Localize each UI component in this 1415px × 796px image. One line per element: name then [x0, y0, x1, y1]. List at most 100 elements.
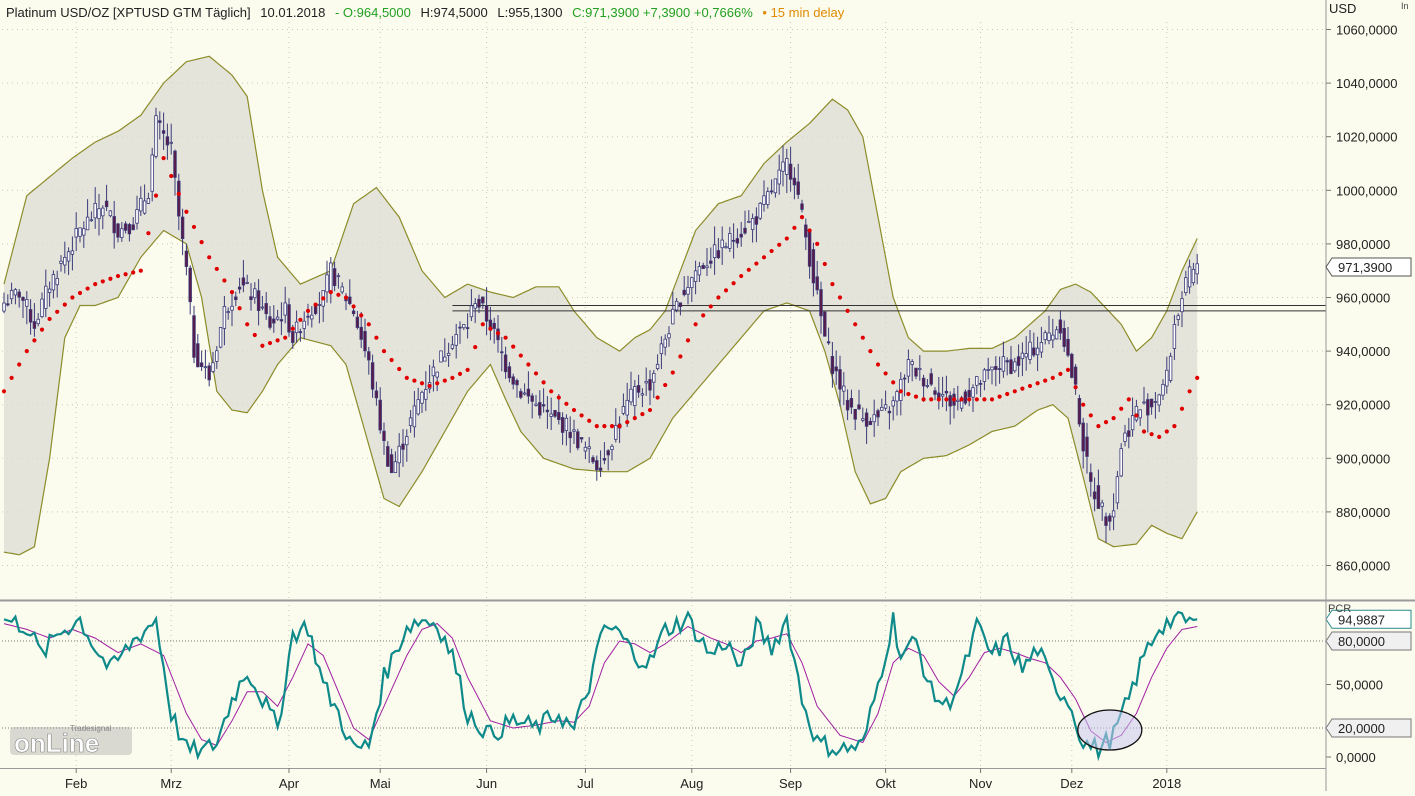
psar-dot	[617, 424, 622, 429]
psar-dot	[989, 397, 995, 402]
candle-body	[1111, 510, 1116, 518]
candle-body	[291, 331, 295, 343]
candle-body	[545, 409, 550, 413]
candle-body	[492, 322, 496, 329]
psar-dot	[321, 296, 326, 301]
candle-body	[469, 305, 474, 318]
psar-dot	[609, 424, 615, 429]
psar-dot	[123, 272, 128, 277]
candle-body	[530, 395, 534, 402]
psar-dot	[1141, 429, 1147, 434]
candle-body	[883, 404, 888, 409]
candle-body	[720, 239, 724, 249]
time-tick-label: Sep	[779, 776, 802, 791]
psar-dot	[1126, 397, 1131, 402]
candle-body	[173, 150, 177, 178]
candle-body	[564, 417, 569, 432]
candle-body	[211, 362, 215, 372]
chart-header: Platinum USD/OZ [XPTUSD GTM Täglich] 10.…	[6, 5, 850, 20]
psar-dot	[533, 371, 539, 376]
candle-body	[139, 197, 143, 212]
candle-body	[507, 366, 512, 379]
candle-body	[1085, 436, 1089, 457]
candle-body	[777, 169, 781, 185]
candle-body	[146, 197, 151, 204]
candle-body	[359, 326, 363, 340]
instrument-label: Platinum USD/OZ [XPTUSD GTM Täglich]	[6, 5, 251, 20]
candle-body	[142, 200, 147, 214]
candle-body	[503, 354, 508, 373]
candle-body	[804, 224, 808, 238]
candle-body	[424, 389, 428, 400]
candle-body	[747, 220, 751, 223]
candle-body	[648, 379, 652, 391]
psar-dot	[267, 340, 273, 346]
candle-body	[1157, 394, 1161, 406]
psar-dot	[1027, 383, 1033, 389]
candle-body	[610, 445, 614, 450]
candle-body	[443, 356, 447, 362]
candle-body	[853, 408, 857, 420]
candle-body	[978, 382, 983, 385]
candle-body	[1058, 319, 1063, 334]
psar-dot	[1179, 406, 1185, 411]
candle-body	[1138, 409, 1142, 419]
candle-body	[458, 326, 462, 329]
candle-body	[891, 400, 895, 407]
candle-body	[1119, 448, 1123, 477]
candle-body	[17, 291, 21, 298]
psar-dot	[47, 316, 52, 322]
candle-body	[348, 296, 352, 304]
reference-tag-label: 80,0000	[1338, 634, 1385, 649]
candle-body	[1108, 515, 1112, 522]
candle-body	[180, 216, 185, 240]
psar-dot	[921, 397, 926, 402]
candle-body	[929, 373, 933, 385]
candle-body	[462, 324, 466, 329]
candle-body	[572, 429, 576, 432]
candle-body	[378, 399, 382, 431]
psar-dot	[883, 371, 888, 376]
psar-dot	[191, 224, 197, 230]
psar-dot	[685, 338, 691, 343]
candle-body	[32, 321, 37, 329]
candle-body	[2, 302, 6, 312]
candle-body	[1146, 399, 1150, 416]
candle-body	[196, 343, 200, 368]
candle-body	[97, 208, 101, 220]
psar-dot	[708, 304, 713, 309]
candle-body	[1073, 366, 1078, 385]
candle-body	[538, 402, 542, 416]
candle-body	[739, 233, 743, 238]
candle-body	[367, 351, 371, 361]
candle-body	[526, 388, 531, 397]
candle-body	[412, 405, 417, 428]
psar-dot	[845, 308, 850, 313]
psar-dot	[777, 242, 782, 247]
candle-body	[845, 399, 850, 411]
reference-tag	[1325, 718, 1412, 738]
candle-body	[758, 202, 762, 219]
psar-dot	[731, 281, 736, 286]
psar-dot	[343, 295, 349, 300]
candle-body	[1039, 342, 1044, 353]
candle-body	[1184, 277, 1188, 293]
candle-body	[135, 209, 139, 224]
psar-dot	[207, 255, 212, 260]
candle-body	[769, 190, 774, 193]
psar-dot	[792, 225, 797, 230]
candle-body	[956, 399, 960, 402]
highlight-ellipse	[1077, 709, 1143, 751]
candle-body	[283, 302, 287, 316]
candle-body	[127, 224, 132, 235]
candle-body	[583, 446, 588, 452]
candle-body	[826, 341, 831, 344]
psar-dot	[1157, 434, 1162, 439]
candle-body	[1096, 485, 1101, 509]
candle-body	[1066, 338, 1070, 356]
candle-body	[807, 230, 812, 267]
psar-dot	[290, 326, 295, 331]
candle-body	[1024, 353, 1028, 358]
candle-body	[792, 177, 797, 186]
candle-body	[1005, 360, 1009, 363]
